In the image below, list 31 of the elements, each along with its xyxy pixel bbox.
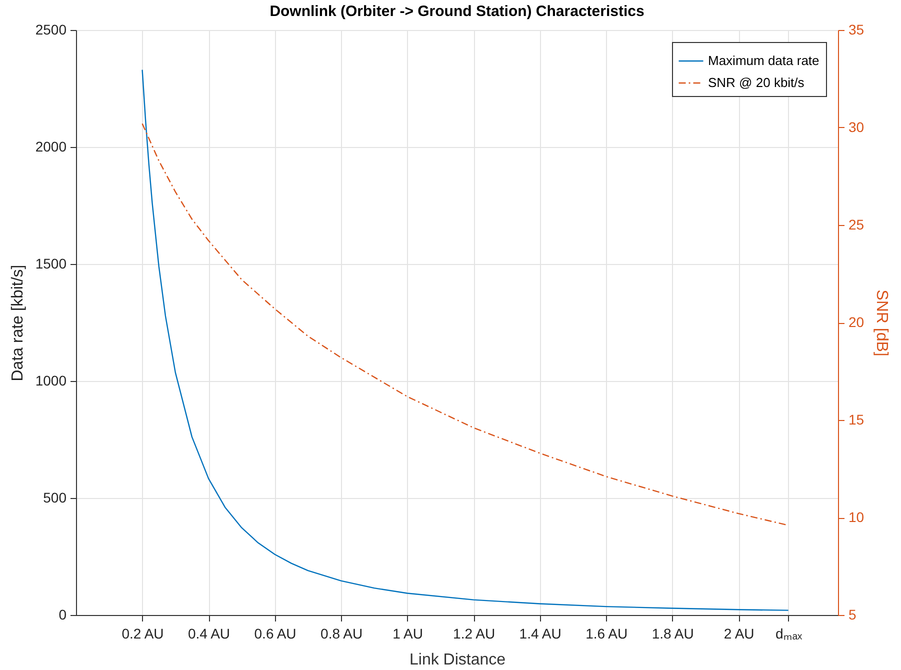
x-axis-title: Link Distance: [409, 652, 506, 668]
x-tick-label: 0.4 AU: [188, 626, 230, 642]
y2-axis-title: SNR [dB]: [873, 290, 890, 356]
x-tick-label: 1.8 AU: [652, 626, 694, 642]
y-tick-label: 500: [43, 490, 67, 506]
y2-tick-label: 25: [848, 216, 864, 232]
legend-label: SNR @ 20 kbit/s: [708, 75, 805, 90]
y-tick-label: 0: [58, 606, 67, 622]
x-tick-label: 1.4 AU: [519, 626, 562, 642]
y-tick-label: 1500: [35, 256, 67, 272]
y-tick-label: 2000: [35, 138, 67, 154]
y2-tick-label: 15: [848, 412, 864, 428]
y2-tick-label: 30: [848, 119, 864, 135]
y-tick-label: 2500: [35, 22, 67, 38]
x-tick-label: 0.2 AU: [122, 626, 164, 642]
legend-label: Maximum data rate: [708, 53, 820, 68]
x-tick-label: 0.8 AU: [320, 626, 363, 642]
x-tick-label: 0.6 AU: [254, 626, 296, 642]
y2-tick-label: 10: [848, 509, 864, 525]
y-axis-title: Data rate [kbit/s]: [9, 264, 26, 382]
y2-tick-label: 5: [848, 606, 856, 622]
chart-title: Downlink (Orbiter -> Ground Station) Characteristics: [270, 3, 644, 20]
y2-tick-label: 35: [848, 22, 864, 38]
y-tick-label: 1000: [35, 372, 67, 388]
x-tick-label: 1.6 AU: [586, 626, 628, 642]
y2-tick-label: 20: [848, 314, 864, 330]
x-tick-label: dₘₐₓ: [776, 626, 803, 642]
x-tick-label: 1 AU: [392, 626, 423, 642]
x-tick-label: 1.2 AU: [453, 626, 496, 642]
line-series: [142, 123, 789, 526]
x-tick-label: 2 AU: [724, 626, 754, 642]
